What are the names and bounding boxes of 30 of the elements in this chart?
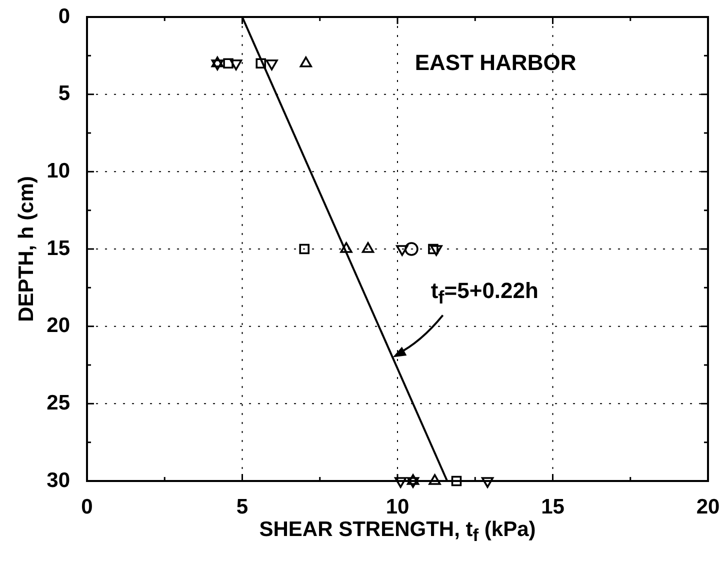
x-tick-label: 0 [81,495,93,518]
point [451,476,462,486]
x-tick-label: 10 [386,495,410,518]
y-tick-label: 15 [46,236,70,260]
point [481,477,494,488]
x-tick-label: 20 [696,495,720,518]
point [428,244,438,254]
y-tick-label: 20 [46,314,70,338]
point [211,60,224,70]
annotation: EAST HARBOR [414,50,576,76]
y-tick-label: 10 [46,159,70,182]
point [223,58,234,69]
x-axis-title: SHEAR STRENGTH, t$_{f}$ (kPa) [259,518,536,546]
point [396,245,408,256]
point [230,60,242,70]
point [406,477,420,488]
y-axis-title: DEPTH, h (cm) [15,176,38,322]
point [430,245,442,256]
x-tick-label: 5 [236,495,248,518]
annotation: t$_{f}$=5+0.22h [430,278,538,308]
y-tick-label: 5 [58,82,70,106]
point [266,60,278,70]
point [256,58,266,69]
x-tick-label: 15 [541,495,565,518]
y-tick-label: 30 [46,468,70,492]
y-tick-label: 25 [46,391,70,414]
point [404,242,418,256]
point [299,244,310,254]
y-tick-label: 0 [58,4,70,28]
point [394,477,407,488]
